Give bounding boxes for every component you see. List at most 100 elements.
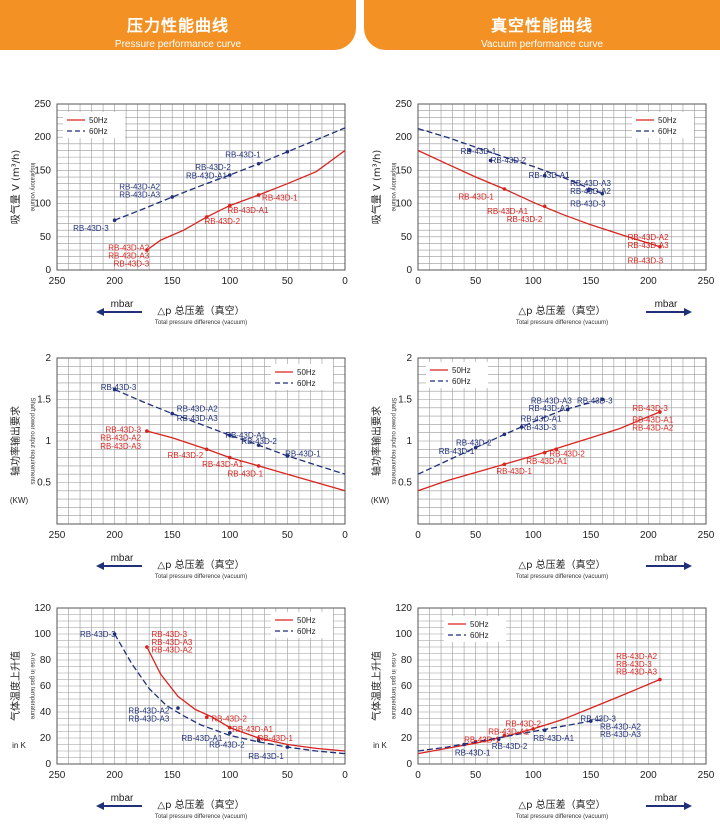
x-axis-unit: mbar [655,793,678,804]
data-point-60Hz [112,632,117,636]
vacuum-banner-subtitle: Vacuum performance curve [480,39,604,50]
model-label: RB-43D-1 [461,147,497,156]
series-line-60Hz [114,127,346,221]
series-line-50Hz [146,149,346,251]
pressure-flow-chart: 250 200 150 100 50 0 0 50 100 150 200 250 吸气量 V (m³/… [9,99,348,326]
model-label: RB-43D-A3 [628,241,669,250]
x-axis-label-en: Total pressure difference (vacuum) [155,574,247,580]
y-tick-label: 100 [395,629,412,640]
model-label: RB-43D-A2 [151,646,192,655]
model-label: RB-43D-A3 [108,251,149,260]
data-point-60Hz [228,433,232,437]
data-point-60Hz [285,454,290,458]
model-label: RB-43D-2 [506,720,542,729]
model-label: RB-43D-A1 [632,415,673,424]
data-point-60Hz [502,432,507,437]
x-axis-label-en: Total pressure difference (vacuum) [155,814,247,820]
model-label: RB-43D-A1 [488,728,529,737]
model-label: RB-43D-A1 [181,734,222,743]
legend-label-50Hz: 50Hz [470,620,489,629]
model-label: RB-43D-2 [491,156,527,165]
legend-box [426,362,488,388]
model-label: RB-43D-A1 [526,457,567,466]
y-tick-label: 250 [34,99,51,110]
x-axis-unit: mbar [111,793,134,804]
data-point-50Hz [256,193,261,197]
model-label: RB-43D-A3 [177,414,218,423]
model-label: RB-43D-A1 [529,171,570,180]
data-point-60Hz [256,161,261,166]
x-tick-label: 150 [164,276,181,287]
x-tick-label: 150 [164,770,181,781]
series-line-60Hz [114,633,346,755]
model-label: RB-43D-2 [549,449,585,458]
x-tick-label: 50 [282,276,294,287]
x-tick-label: 100 [221,770,238,781]
series-line-50Hz [146,430,346,492]
x-tick-label: 100 [525,530,542,541]
y-tick-label: 150 [34,165,51,176]
model-label: RB-43D-1 [496,467,532,476]
model-label: RB-43D-1 [285,449,321,458]
x-tick-label: 100 [221,530,238,541]
x-tick-label: 50 [470,770,482,781]
x-tick-label: 200 [640,530,657,541]
y-axis-label-cn: 吸气量 V (m³/h) [370,150,383,225]
y-tick-label: 250 [395,99,412,110]
model-label: RB-43D-1 [262,194,298,203]
x-tick-label: 200 [640,770,657,781]
legend-box [632,112,694,138]
y-tick-label: 60 [40,681,52,692]
y-tick-label: 20 [40,733,52,744]
series-line-60Hz [417,127,603,195]
x-tick-label: 50 [282,770,294,781]
data-point-50Hz [542,450,547,455]
x-tick-label: 0 [342,770,348,781]
legend-box [271,364,333,390]
data-point-60Hz [468,148,472,153]
x-axis-arrow-head [684,562,692,570]
model-label: RB-43D-A2 [177,405,218,414]
legend-label-60Hz: 60Hz [297,379,316,388]
model-label: RB-43D-2 [507,215,543,224]
y-tick-label: 0 [406,759,412,770]
data-point-60Hz [228,731,232,735]
y-tick-label: 100 [34,629,51,640]
model-label: RB-43D-A2 [628,233,669,242]
model-label: RB-43D-A2 [632,424,673,433]
y-tick-label: 40 [40,707,52,718]
legend-label-60Hz: 60Hz [297,627,316,636]
series-line-60Hz [114,388,346,475]
vacuum-temp-chart: 0 50 100 150 200 250 0 20 40 60 80 100 120 气体温度上升值 A r… [370,603,715,820]
y-tick-label: 2 [45,353,51,364]
data-point-60Hz [256,443,261,447]
y-axis-unit: (KW) [371,496,390,505]
model-label: RB-43D-A3 [128,715,169,724]
y-axis-unit: in K [373,741,387,750]
legend-box [63,112,125,138]
model-label: RB-43D-3 [570,200,606,209]
x-tick-label: 100 [221,276,238,287]
model-label: RB-43D-2 [456,439,492,448]
y-axis-unit: (KW) [10,496,29,505]
data-point-60Hz [586,188,591,193]
data-point-60Hz [285,150,290,154]
model-label: RB-43D-3 [80,630,116,639]
y-tick-label: 80 [401,655,413,666]
model-label: RB-43D-3 [580,715,616,724]
model-label: RB-43D-A2 [128,707,169,716]
data-point-50Hz [204,447,209,452]
x-tick-label: 50 [470,276,482,287]
data-point-50Hz [256,736,261,740]
x-axis-label-cn: △p 总压差（真空） [518,304,605,317]
y-axis-label-cn: 吸气量 V (m³/h) [9,150,22,225]
model-label: RB-43D-A2 [100,434,141,443]
model-label: RB-43D-A2 [616,652,657,661]
data-point-50Hz [228,455,232,460]
model-label: RB-43D-A1 [533,734,574,743]
model-label: RB-43D-A3 [570,179,611,188]
data-point-50Hz [228,725,232,730]
y-tick-label: 40 [401,707,413,718]
x-axis-label-cn: △p 总压差（真空） [157,798,244,811]
